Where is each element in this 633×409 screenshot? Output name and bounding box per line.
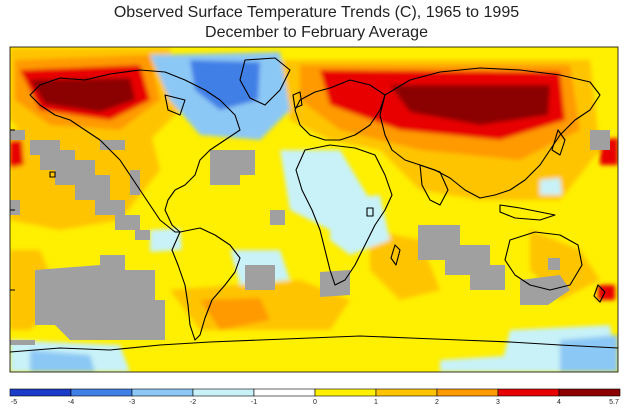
coastline-australia: [504, 231, 583, 291]
coastline-hudson-bay: [164, 94, 186, 116]
missing-data-block: [520, 275, 570, 305]
color-scale-tick-label: 2: [435, 399, 439, 406]
missing-data-block: [10, 340, 35, 345]
color-scale-boxes: [9, 388, 621, 397]
trend-region-dark-red: [30, 78, 135, 112]
trend-region-pale-cyan: [540, 178, 562, 195]
trend-region-dark-red: [390, 85, 550, 125]
coastline-island: [366, 207, 374, 217]
coastline-island: [49, 171, 56, 178]
color-scale-tick-label: 4: [557, 399, 561, 406]
missing-data-block: [10, 200, 20, 215]
coastline-india: [419, 164, 449, 206]
trend-region-pale-cyan: [440, 355, 520, 372]
missing-data-block: [548, 258, 560, 270]
coastline-africa: [295, 144, 393, 286]
color-scale-swatch: [497, 388, 560, 397]
coastline-madagascar: [390, 244, 401, 266]
missing-data-block: [30, 140, 150, 240]
missing-data-block: [35, 255, 165, 340]
coastline-south-america: [171, 227, 241, 341]
color-scale-tick-label: -4: [68, 399, 74, 406]
coastline-uk: [292, 91, 303, 109]
coastline-new-zealand: [593, 284, 606, 303]
color-scale-tick-label: 5.7: [609, 399, 619, 406]
missing-data-block: [245, 265, 275, 290]
color-scale-tick-label: 3: [496, 399, 500, 406]
missing-data-block: [210, 150, 255, 185]
color-scale-swatch: [131, 388, 194, 397]
color-scale-tick-label: -5: [11, 399, 17, 406]
missing-data-block: [270, 210, 285, 225]
missing-data-blocks: [10, 130, 610, 345]
color-scale-swatch: [253, 388, 316, 397]
coastline-indonesia: [499, 204, 556, 221]
color-scale-labels: -5 -4 -3 -2 -1 0 1 2 3 4 5.7: [11, 399, 619, 406]
missing-data-block: [590, 130, 610, 150]
color-scale-swatch: [70, 388, 133, 397]
color-scale-tick-label: -2: [190, 399, 196, 406]
color-scale-swatch: [436, 388, 499, 397]
trend-region-red: [10, 140, 24, 168]
missing-data-block: [10, 130, 25, 140]
coastline-europe: [294, 79, 386, 141]
trend-region-blue: [190, 60, 260, 110]
trend-region-pale-cyan: [330, 195, 390, 255]
coastline-asia: [379, 67, 601, 199]
coastline-japan: [551, 129, 566, 156]
missing-data-block: [100, 140, 125, 150]
missing-data-block: [418, 225, 505, 290]
color-scale-tick-label: -3: [129, 399, 135, 406]
coastline-antarctica: [10, 335, 618, 353]
trend-region-dark-orange: [200, 298, 270, 330]
coastline-north-america: [29, 69, 241, 233]
color-scale-swatch: [192, 388, 255, 397]
color-scale-swatch: [558, 388, 621, 397]
coastline-greenland: [239, 57, 291, 106]
color-scale-swatch: [314, 388, 377, 397]
trend-region-light-blue: [30, 350, 95, 372]
color-scale-tick-label: 1: [374, 399, 378, 406]
latitude-ticks: [10, 129, 15, 291]
color-scale-tick-label: 0: [313, 399, 317, 406]
color-scale-swatch: [9, 388, 72, 397]
color-scale-tick-label: -1: [251, 399, 257, 406]
trend-region-light-blue: [560, 335, 618, 372]
coastlines: [10, 57, 618, 353]
map-title: Observed Surface Temperature Trends (C),…: [113, 4, 520, 21]
map-subtitle: December to February Average: [205, 24, 428, 41]
color-scale-swatch: [375, 388, 438, 397]
